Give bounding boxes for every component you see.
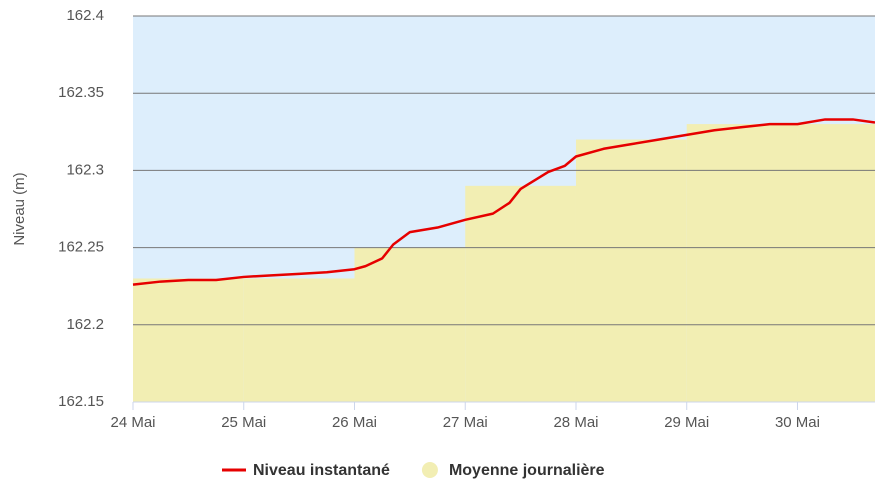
daily-mean-step	[133, 278, 244, 402]
x-tick-label: 28 Mai	[553, 414, 598, 431]
legend: Niveau instantané Moyenne journalière	[222, 462, 605, 479]
y-tick-label: 162.3	[66, 161, 104, 178]
line-layer	[132, 118, 875, 286]
y-tick-label: 162.2	[66, 316, 104, 333]
y-tick-label: 162.15	[58, 393, 104, 410]
daily-mean-step	[243, 278, 355, 402]
legend-label: Niveau instantané	[253, 462, 390, 479]
x-tick-label: 30 Mai	[775, 414, 820, 431]
x-tick-label: 27 Mai	[443, 414, 488, 431]
x-tick-label: 26 Mai	[332, 414, 377, 431]
x-tick-label: 25 Mai	[221, 414, 266, 431]
y-tick-label: 162.35	[58, 84, 104, 101]
x-tick-label: 29 Mai	[664, 414, 709, 431]
legend-marker	[421, 462, 438, 478]
y-tick-label: 162.4	[66, 7, 104, 24]
level-line	[132, 118, 875, 286]
grid-layer	[132, 15, 875, 410]
daily-mean-step	[686, 124, 798, 402]
daily-mean-step	[797, 124, 875, 402]
y-axis-label: Niveau (m)	[11, 172, 28, 245]
x-tick-label: 24 Mai	[110, 414, 155, 431]
legend-label: Moyenne journalière	[449, 462, 605, 479]
daily-mean-step	[465, 185, 576, 402]
y-tick-label: 162.25	[58, 239, 104, 256]
daily-mean-step	[575, 139, 687, 402]
area-layer	[133, 124, 875, 402]
